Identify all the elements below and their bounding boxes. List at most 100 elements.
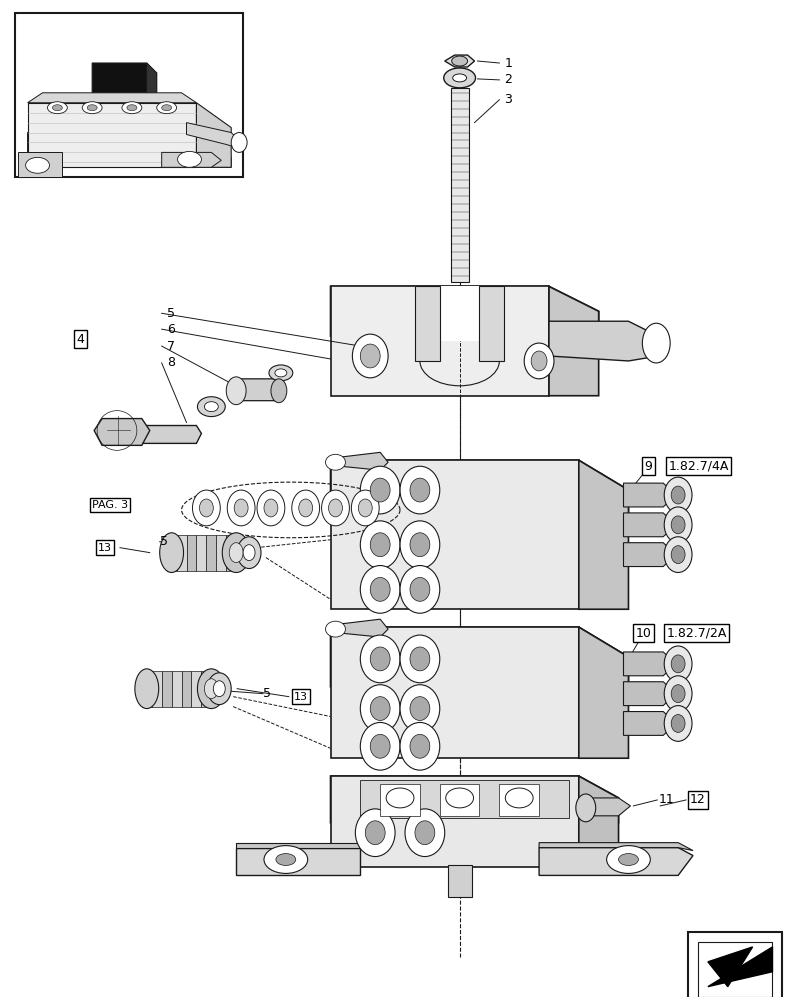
Ellipse shape xyxy=(451,56,467,66)
Ellipse shape xyxy=(351,490,379,526)
Ellipse shape xyxy=(360,722,400,770)
Text: 10: 10 xyxy=(635,627,650,640)
Ellipse shape xyxy=(452,74,466,82)
Ellipse shape xyxy=(671,655,684,673)
Polygon shape xyxy=(414,286,440,361)
Polygon shape xyxy=(440,784,479,816)
Text: 2: 2 xyxy=(504,73,512,86)
Ellipse shape xyxy=(87,105,97,111)
Ellipse shape xyxy=(197,397,225,417)
Text: 1.82.7/2A: 1.82.7/2A xyxy=(665,627,726,640)
Ellipse shape xyxy=(360,685,400,732)
Ellipse shape xyxy=(237,537,260,569)
Polygon shape xyxy=(236,843,360,848)
Polygon shape xyxy=(147,63,157,103)
Ellipse shape xyxy=(410,577,429,601)
Polygon shape xyxy=(191,671,201,707)
Ellipse shape xyxy=(204,679,218,699)
Ellipse shape xyxy=(663,537,691,573)
Ellipse shape xyxy=(127,105,137,111)
Polygon shape xyxy=(623,543,676,567)
Text: 12: 12 xyxy=(689,793,705,806)
Polygon shape xyxy=(28,103,196,167)
Polygon shape xyxy=(161,152,221,167)
Ellipse shape xyxy=(26,157,49,173)
Text: 3: 3 xyxy=(504,93,512,106)
Ellipse shape xyxy=(400,566,440,613)
Text: 1: 1 xyxy=(504,57,512,70)
Polygon shape xyxy=(444,55,474,67)
Polygon shape xyxy=(539,843,692,851)
Text: 5: 5 xyxy=(166,307,174,320)
Polygon shape xyxy=(28,93,196,103)
Ellipse shape xyxy=(122,102,142,114)
Polygon shape xyxy=(623,483,676,507)
Ellipse shape xyxy=(370,478,389,502)
Text: 5: 5 xyxy=(263,687,271,700)
Text: 1.82.7/4A: 1.82.7/4A xyxy=(667,460,727,473)
Polygon shape xyxy=(380,784,419,816)
Ellipse shape xyxy=(575,794,595,822)
Polygon shape xyxy=(330,286,598,336)
Polygon shape xyxy=(201,671,211,707)
Bar xyxy=(15,13,242,177)
Polygon shape xyxy=(578,776,618,867)
Polygon shape xyxy=(171,671,182,707)
Ellipse shape xyxy=(443,68,475,88)
Ellipse shape xyxy=(268,365,293,381)
Polygon shape xyxy=(330,286,548,396)
Polygon shape xyxy=(330,627,628,687)
Text: 8: 8 xyxy=(166,356,174,369)
Ellipse shape xyxy=(414,821,434,845)
Polygon shape xyxy=(548,286,598,396)
Ellipse shape xyxy=(671,685,684,703)
Ellipse shape xyxy=(242,545,255,561)
Polygon shape xyxy=(499,784,539,816)
Ellipse shape xyxy=(386,788,414,808)
Polygon shape xyxy=(578,460,628,609)
Ellipse shape xyxy=(663,646,691,682)
Ellipse shape xyxy=(360,566,400,613)
Polygon shape xyxy=(330,460,578,609)
Text: 13: 13 xyxy=(294,692,307,702)
Ellipse shape xyxy=(213,681,225,697)
Ellipse shape xyxy=(370,577,389,601)
Ellipse shape xyxy=(161,105,171,111)
Ellipse shape xyxy=(360,635,400,683)
Polygon shape xyxy=(187,123,241,147)
Polygon shape xyxy=(623,513,676,537)
Polygon shape xyxy=(152,671,161,707)
Ellipse shape xyxy=(204,402,218,412)
Ellipse shape xyxy=(200,499,213,517)
Ellipse shape xyxy=(178,151,201,167)
Ellipse shape xyxy=(530,351,547,371)
Ellipse shape xyxy=(370,533,389,557)
Polygon shape xyxy=(548,321,658,361)
Ellipse shape xyxy=(264,846,307,873)
Ellipse shape xyxy=(524,343,553,379)
Polygon shape xyxy=(578,627,628,758)
Ellipse shape xyxy=(352,334,388,378)
Polygon shape xyxy=(447,865,471,897)
Ellipse shape xyxy=(160,533,183,573)
Polygon shape xyxy=(231,379,282,401)
Ellipse shape xyxy=(663,477,691,513)
Ellipse shape xyxy=(504,788,533,808)
Ellipse shape xyxy=(370,697,389,720)
Polygon shape xyxy=(187,535,196,571)
Ellipse shape xyxy=(47,102,67,114)
Ellipse shape xyxy=(360,466,400,514)
Ellipse shape xyxy=(231,133,247,152)
Polygon shape xyxy=(330,452,388,470)
Ellipse shape xyxy=(298,499,312,517)
Ellipse shape xyxy=(445,788,473,808)
Polygon shape xyxy=(142,426,201,443)
Ellipse shape xyxy=(618,854,637,865)
Ellipse shape xyxy=(135,669,158,709)
Ellipse shape xyxy=(226,377,246,405)
Ellipse shape xyxy=(400,521,440,569)
Ellipse shape xyxy=(192,490,220,526)
Ellipse shape xyxy=(606,846,650,873)
Text: 11: 11 xyxy=(658,793,673,806)
Ellipse shape xyxy=(365,821,384,845)
